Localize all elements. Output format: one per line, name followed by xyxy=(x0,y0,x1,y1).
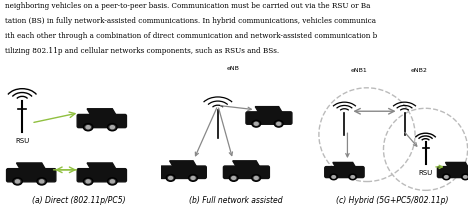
Ellipse shape xyxy=(37,178,46,185)
Polygon shape xyxy=(333,162,356,168)
Ellipse shape xyxy=(189,175,198,181)
Ellipse shape xyxy=(462,174,469,180)
FancyBboxPatch shape xyxy=(77,169,127,182)
Polygon shape xyxy=(446,162,469,168)
Ellipse shape xyxy=(13,178,22,185)
Polygon shape xyxy=(233,161,260,167)
Ellipse shape xyxy=(330,174,337,180)
Ellipse shape xyxy=(83,178,93,185)
Text: RSU: RSU xyxy=(15,138,29,144)
Ellipse shape xyxy=(277,122,281,125)
FancyBboxPatch shape xyxy=(438,167,474,178)
Ellipse shape xyxy=(274,120,283,127)
Ellipse shape xyxy=(86,180,90,183)
Polygon shape xyxy=(87,109,117,116)
Ellipse shape xyxy=(254,177,258,179)
Ellipse shape xyxy=(443,174,450,180)
Polygon shape xyxy=(255,107,283,113)
Text: (a) Direct (802.11p/PC5): (a) Direct (802.11p/PC5) xyxy=(32,196,126,205)
FancyBboxPatch shape xyxy=(223,166,269,178)
Ellipse shape xyxy=(110,180,114,183)
FancyBboxPatch shape xyxy=(160,166,206,178)
Ellipse shape xyxy=(191,177,195,179)
Ellipse shape xyxy=(110,126,114,129)
Ellipse shape xyxy=(108,178,117,185)
FancyBboxPatch shape xyxy=(77,114,127,128)
FancyBboxPatch shape xyxy=(7,169,56,182)
Text: tation (BS) in fully network-assisted communications. In hybrid communications, : tation (BS) in fully network-assisted co… xyxy=(5,17,376,25)
Ellipse shape xyxy=(166,175,175,181)
Text: eNB: eNB xyxy=(227,66,239,71)
Ellipse shape xyxy=(86,126,90,129)
Text: eNB2: eNB2 xyxy=(411,68,428,73)
Text: (c) Hybrid (5G+PC5/802.11p): (c) Hybrid (5G+PC5/802.11p) xyxy=(336,196,449,205)
Ellipse shape xyxy=(464,176,467,178)
Ellipse shape xyxy=(349,174,356,180)
Text: eNB1: eNB1 xyxy=(351,68,368,73)
Ellipse shape xyxy=(254,122,258,125)
Ellipse shape xyxy=(232,177,236,179)
Text: tilizing 802.11p and cellular networks components, such as RSUs and BSs.: tilizing 802.11p and cellular networks c… xyxy=(5,47,279,55)
Text: RSU: RSU xyxy=(419,170,433,176)
Polygon shape xyxy=(17,163,46,170)
Ellipse shape xyxy=(16,180,19,183)
Ellipse shape xyxy=(40,180,44,183)
Text: neighboring vehicles on a peer-to-peer basis. Communication must be carried out : neighboring vehicles on a peer-to-peer b… xyxy=(5,2,370,10)
Ellipse shape xyxy=(108,124,117,131)
Ellipse shape xyxy=(229,175,238,181)
Ellipse shape xyxy=(252,120,261,127)
Polygon shape xyxy=(87,163,117,170)
Text: (b) Full network assisted: (b) Full network assisted xyxy=(189,196,283,205)
Polygon shape xyxy=(170,161,197,167)
Ellipse shape xyxy=(252,175,261,181)
FancyBboxPatch shape xyxy=(325,167,364,178)
FancyBboxPatch shape xyxy=(246,112,292,124)
Ellipse shape xyxy=(83,124,93,131)
Ellipse shape xyxy=(445,176,448,178)
Ellipse shape xyxy=(351,176,355,178)
Ellipse shape xyxy=(332,176,335,178)
Text: ith each other through a combination of direct communication and network-assiste: ith each other through a combination of … xyxy=(5,32,377,40)
Ellipse shape xyxy=(169,177,173,179)
